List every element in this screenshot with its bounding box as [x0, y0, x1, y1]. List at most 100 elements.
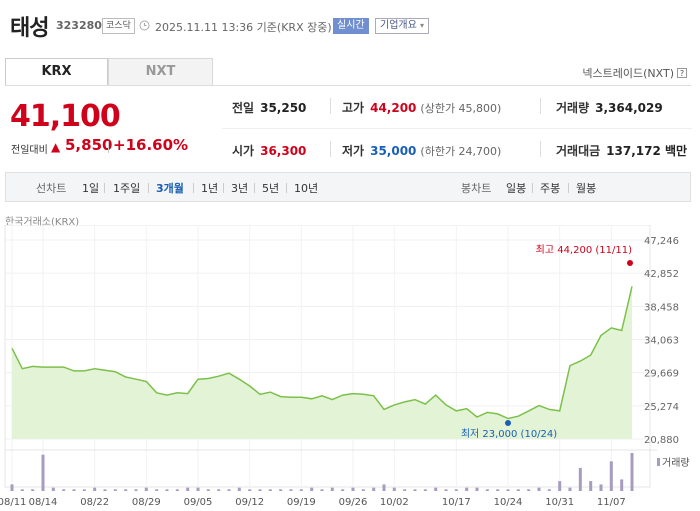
x-tick-label: 09/26 [339, 497, 368, 508]
divider [540, 141, 541, 157]
change-percent: +16.60% [113, 136, 189, 154]
volume-bar [403, 489, 407, 491]
low-marker [505, 419, 511, 426]
period-1y[interactable]: 1년 [201, 182, 219, 195]
x-tick-label: 10/17 [442, 497, 471, 508]
company-overview-button[interactable]: 기업개요 ▾ [375, 18, 430, 34]
volume-bar [434, 487, 438, 491]
volume-bar [589, 481, 593, 491]
high-label: 최고 44,200 (11/11) [536, 244, 632, 256]
volume-bar [155, 489, 159, 491]
nextrade-label: 넥스트레이드(NXT) [582, 67, 674, 80]
period-monthly[interactable]: 월봉 [576, 182, 597, 195]
low-label: 최저 23,000 (10/24) [461, 428, 557, 440]
y-tick-label: 42,852 [644, 269, 679, 280]
volume-bar [454, 489, 458, 491]
volume-bar [475, 487, 479, 491]
period-daily[interactable]: 일봉 [506, 182, 527, 195]
exchange-label: 한국거래소(KRX) [5, 217, 80, 228]
volume-bar [320, 489, 324, 491]
volume-bar [62, 489, 66, 491]
period-5y[interactable]: 5년 [262, 182, 280, 195]
volume-bar [372, 487, 376, 491]
market-badge: 코스닥 [102, 18, 135, 34]
volume-bar [103, 489, 107, 491]
x-tick-label: 10/02 [380, 497, 409, 508]
price-area [12, 286, 632, 439]
x-tick-label: 08/22 [80, 497, 109, 508]
timestamp: 2025.11.11 13:36 기준(KRX 장중) [155, 21, 332, 34]
volume-bar [51, 487, 55, 491]
stock-name: 태성 [10, 16, 49, 41]
volume-bar [547, 489, 551, 491]
volume-bar [134, 489, 138, 491]
stat-volume: 거래량 3,364,029 [556, 99, 663, 116]
volume-bar [630, 453, 634, 491]
volume-bar [20, 489, 24, 491]
stat-low: 저가 35,000 (하한가 24,700) [342, 142, 501, 159]
period-weekly[interactable]: 주봉 [540, 182, 561, 195]
volume-bar [175, 489, 179, 491]
volume-bar [506, 489, 510, 491]
volume-bar [310, 487, 314, 491]
period-1d[interactable]: 1일 [82, 182, 100, 195]
tab-krx[interactable]: KRX [5, 58, 108, 86]
price-chart[interactable]: 47,246 42,852 38,458 34,063 29,669 25,274 20,8… [0, 225, 700, 511]
x-tick-label: 08/11 [0, 497, 26, 508]
volume-bar [341, 489, 345, 491]
volume-bar [609, 461, 613, 491]
divider [286, 183, 287, 193]
volume-bar [496, 489, 500, 491]
period-10y[interactable]: 10년 [294, 182, 319, 195]
volume-bar [217, 489, 221, 491]
line-chart-label: 선차트 [36, 182, 67, 195]
volume-bar [578, 467, 582, 491]
tab-nxt[interactable]: NXT [108, 58, 213, 86]
y-tick-label: 34,063 [644, 336, 679, 347]
volume-bar [444, 489, 448, 491]
period-1w[interactable]: 1주일 [113, 182, 141, 195]
stat-sub: (상한가 45,800) [420, 102, 502, 115]
divider [193, 183, 194, 193]
y-tick-label: 38,458 [644, 302, 679, 313]
volume-bar [165, 489, 169, 491]
y-tick-label: 25,274 [644, 402, 679, 413]
period-3m[interactable]: 3개월 [156, 182, 184, 195]
divider [532, 183, 533, 193]
volume-bar [527, 489, 531, 491]
help-icon[interactable]: ? [677, 68, 687, 78]
high-marker [627, 259, 633, 266]
volume-bar [413, 489, 417, 491]
volume-legend: 거래량 [662, 457, 690, 469]
stat-value: 137,172 백만 [606, 144, 688, 158]
divider [148, 183, 149, 193]
stats-divider [222, 128, 692, 129]
volume-bar [124, 489, 128, 491]
stat-value: 36,300 [260, 144, 307, 158]
realtime-badge[interactable]: 실시간 [333, 18, 369, 34]
volume-legend-swatch [657, 458, 660, 466]
stock-code: 323280 [56, 19, 102, 32]
volume-bar [113, 489, 117, 491]
divider [223, 183, 224, 193]
x-tick-label: 10/24 [494, 497, 523, 508]
volume-bar [279, 489, 283, 491]
divider [330, 98, 331, 114]
divider [330, 141, 331, 157]
stat-label: 거래량 [556, 101, 590, 115]
volume-bar [382, 484, 386, 491]
stat-label: 거래대금 [556, 144, 601, 158]
stat-value: 3,364,029 [595, 101, 663, 115]
volume-bar [268, 489, 272, 491]
volume-bar [485, 489, 489, 491]
stock-header: 태성 323280 코스닥 2025.11.11 13:36 기준(KRX 장중… [0, 0, 700, 50]
volume-bar [144, 487, 148, 491]
stat-sub: (하한가 24,700) [420, 145, 502, 158]
y-tick-label: 20,880 [644, 435, 679, 446]
nextrade-link[interactable]: 넥스트레이드(NXT)? [582, 65, 687, 81]
volume-bar [72, 489, 76, 491]
volume-bar [620, 479, 624, 491]
period-3y[interactable]: 3년 [231, 182, 249, 195]
volume-bar [82, 489, 86, 491]
candle-chart-label: 봉차트 [461, 182, 492, 195]
